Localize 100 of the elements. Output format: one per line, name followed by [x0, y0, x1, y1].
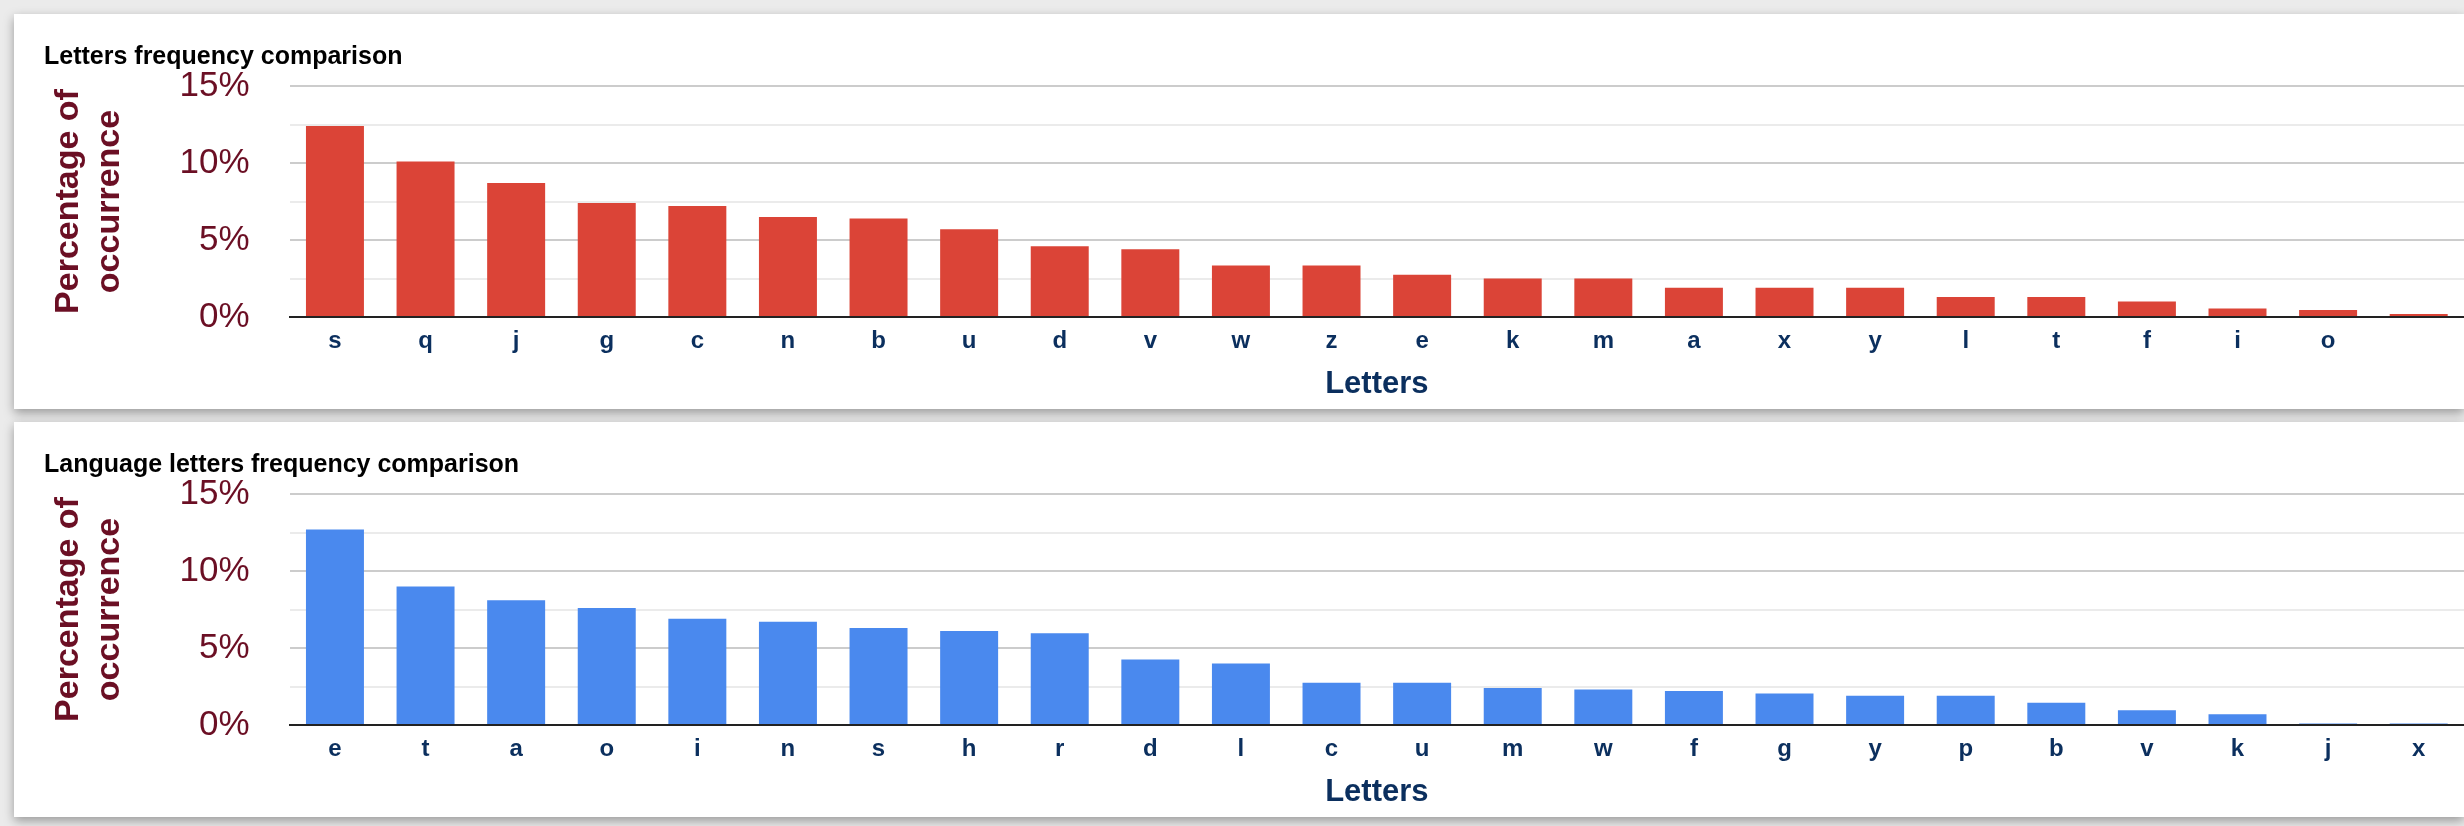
y-tick-label: 5% [199, 625, 250, 665]
x-tick-label: n [780, 326, 796, 354]
bar [758, 216, 817, 316]
bar [668, 206, 727, 316]
bar [1664, 287, 1723, 316]
bar [2027, 296, 2086, 316]
bar [305, 126, 364, 316]
x-tick-label: x [2412, 734, 2427, 762]
bar [396, 161, 455, 316]
bar [1483, 278, 1542, 316]
x-tick-label: c [690, 326, 705, 354]
y-tick-label: 0% [199, 294, 250, 334]
x-tick-label: o [599, 734, 615, 762]
x-tick-label: p [1958, 734, 1974, 762]
x-tick-label: t [421, 734, 430, 762]
y-tick-label: 5% [199, 217, 250, 257]
x-tick-label: d [1052, 326, 1068, 354]
bar [1121, 249, 1180, 316]
x-tick-label: n [780, 734, 796, 762]
bar [487, 183, 546, 316]
x-tick-label: b [871, 326, 886, 354]
x-tick-label: y [1868, 326, 1883, 354]
bar [1483, 688, 1542, 724]
x-tick-label: m [1502, 734, 1524, 762]
x-tick-label: a [1687, 326, 1702, 354]
x-tick-label: w [1592, 734, 1613, 762]
x-tick-label: e [328, 734, 342, 762]
x-tick-label: j [2323, 734, 2332, 762]
bar [1211, 265, 1270, 316]
bar [849, 218, 908, 316]
bar [1936, 296, 1995, 316]
bar [2117, 710, 2176, 724]
x-tick-label: g [1777, 734, 1792, 762]
y-axis-title: Percentage of occurrence [46, 496, 126, 722]
bar [1302, 265, 1361, 316]
x-tick-label: i [694, 734, 701, 762]
bar [1393, 682, 1452, 724]
bar [1755, 287, 1814, 316]
x-tick-label: m [1592, 326, 1614, 354]
x-tick-label: s [871, 734, 886, 762]
x-tick-label: c [1324, 734, 1339, 762]
x-tick-label: w [1230, 326, 1251, 354]
bar [1393, 274, 1452, 316]
y-tick-label: 10% [179, 548, 250, 588]
bar [1121, 659, 1180, 724]
x-tick-label: u [961, 326, 977, 354]
x-tick-label: s [328, 326, 342, 354]
bar [758, 621, 817, 724]
x-tick-label: b [2048, 734, 2064, 762]
bar [1755, 693, 1814, 724]
x-axis-title: Letters [1325, 364, 1429, 400]
x-tick-label: v [1143, 326, 1158, 354]
x-tick-label: k [2230, 734, 2245, 762]
x-tick-label: o [2320, 326, 2336, 354]
bar [940, 229, 999, 316]
bar [2208, 308, 2267, 316]
y-tick-label: 0% [199, 702, 250, 742]
x-tick-label: e [1415, 326, 1429, 354]
x-tick-label: g [599, 326, 615, 354]
x-tick-label: q [418, 326, 433, 354]
x-tick-label: f [2142, 326, 2152, 354]
x-tick-label: u [1414, 734, 1430, 762]
x-tick-label: y [1868, 734, 1883, 762]
x-tick-label: f [1689, 734, 1699, 762]
bar [577, 607, 636, 724]
bar [1030, 246, 1089, 316]
bar [2208, 714, 2267, 724]
bar [2299, 310, 2358, 316]
x-axis-title: Letters [1325, 772, 1429, 808]
bar [2117, 301, 2176, 316]
bar [1211, 663, 1270, 724]
y-tick-label: 10% [179, 140, 250, 180]
x-tick-label: r [1055, 734, 1065, 762]
bar [1664, 691, 1723, 724]
x-tick-label: l [1962, 326, 1970, 354]
bar [1936, 695, 1995, 724]
bar [940, 631, 999, 724]
x-tick-label: z [1325, 326, 1338, 354]
x-tick-label: k [1506, 326, 1521, 354]
bar [1302, 682, 1361, 724]
bar [1846, 695, 1905, 724]
bar [1030, 633, 1089, 724]
bar [668, 618, 727, 724]
bar [577, 203, 636, 316]
x-tick-label: i [2234, 326, 2241, 354]
bar [1574, 689, 1633, 724]
bar [2389, 313, 2448, 316]
x-tick-label: v [2140, 734, 2155, 762]
bar [1846, 287, 1905, 316]
x-tick-label: t [2052, 326, 2061, 354]
x-tick-label: a [509, 734, 524, 762]
y-axis-title: Percentage of occurrence [46, 88, 126, 314]
bar [2027, 702, 2086, 724]
bar [305, 529, 364, 724]
bar [396, 586, 455, 724]
x-tick-label: h [961, 734, 977, 762]
bar [849, 627, 908, 724]
bar [1574, 278, 1633, 316]
x-tick-label: j [511, 326, 520, 354]
x-tick-label: d [1142, 734, 1158, 762]
